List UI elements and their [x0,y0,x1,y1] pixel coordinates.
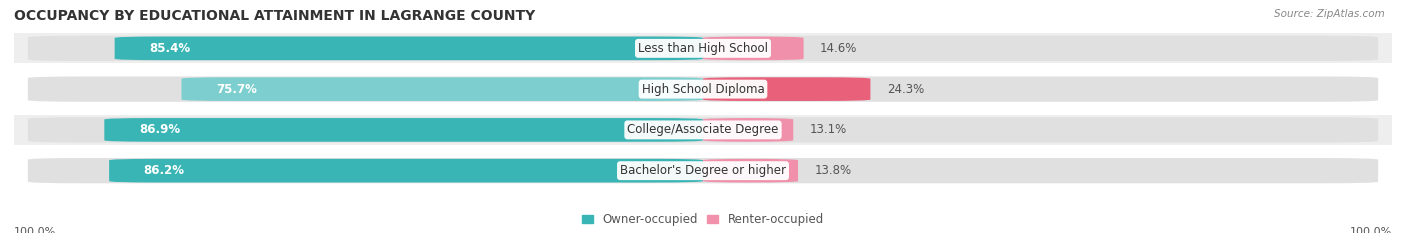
Text: 13.8%: 13.8% [814,164,852,177]
Text: OCCUPANCY BY EDUCATIONAL ATTAINMENT IN LAGRANGE COUNTY: OCCUPANCY BY EDUCATIONAL ATTAINMENT IN L… [14,9,536,23]
Text: 85.4%: 85.4% [149,42,190,55]
FancyBboxPatch shape [703,37,804,60]
FancyBboxPatch shape [703,159,799,182]
Text: 100.0%: 100.0% [1350,227,1392,233]
FancyBboxPatch shape [181,77,703,101]
FancyBboxPatch shape [14,74,1392,104]
Text: 86.2%: 86.2% [143,164,184,177]
Text: 86.9%: 86.9% [139,123,180,136]
Text: Less than High School: Less than High School [638,42,768,55]
Text: Bachelor's Degree or higher: Bachelor's Degree or higher [620,164,786,177]
FancyBboxPatch shape [115,37,703,60]
Text: 24.3%: 24.3% [887,83,924,96]
FancyBboxPatch shape [110,159,703,182]
FancyBboxPatch shape [14,156,1392,186]
Text: 13.1%: 13.1% [810,123,846,136]
Text: 75.7%: 75.7% [217,83,257,96]
Text: College/Associate Degree: College/Associate Degree [627,123,779,136]
FancyBboxPatch shape [703,118,793,142]
Text: High School Diploma: High School Diploma [641,83,765,96]
FancyBboxPatch shape [703,77,870,101]
FancyBboxPatch shape [28,76,1378,102]
Text: 100.0%: 100.0% [14,227,56,233]
Legend: Owner-occupied, Renter-occupied: Owner-occupied, Renter-occupied [578,208,828,231]
Text: 14.6%: 14.6% [820,42,858,55]
FancyBboxPatch shape [28,36,1378,61]
Text: Source: ZipAtlas.com: Source: ZipAtlas.com [1274,9,1385,19]
FancyBboxPatch shape [14,33,1392,63]
FancyBboxPatch shape [28,158,1378,183]
FancyBboxPatch shape [104,118,703,142]
FancyBboxPatch shape [28,117,1378,143]
FancyBboxPatch shape [14,115,1392,145]
